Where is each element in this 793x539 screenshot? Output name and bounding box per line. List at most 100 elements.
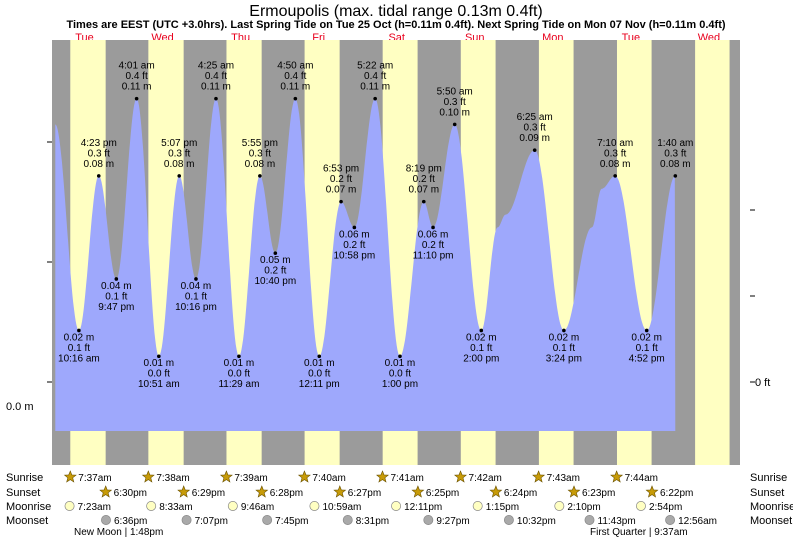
low-tide-label: 0.0 ft (308, 369, 330, 380)
high-tide-label: 0.3 ft (664, 148, 686, 159)
sunrise-sun-icon (610, 470, 624, 483)
high-tide-label: 0.4 ft (205, 71, 227, 82)
moonset-moon-icon (262, 515, 273, 525)
moonset-time: 7:45pm (275, 516, 308, 527)
sunset-time: 6:28pm (270, 488, 303, 499)
sunset-sun-icon (645, 485, 659, 498)
low-tide-label: 1:00 pm (382, 379, 418, 390)
chart-title: Ermoupolis (max. tidal range 0.13m 0.4ft… (249, 3, 542, 20)
low-tide-label: 0.01 m (304, 358, 335, 369)
high-tide-label: 5:50 am (437, 86, 473, 97)
low-tide-point (157, 354, 161, 359)
moonrise-moon-icon (309, 501, 320, 511)
high-tide-point (214, 96, 218, 101)
moonset-time: 7:07pm (195, 516, 228, 527)
high-tide-label: 0.10 m (439, 107, 470, 118)
low-tide-point (431, 225, 435, 230)
moonrise-moon-icon (554, 501, 565, 511)
moonset-moon-icon (665, 515, 676, 525)
low-tide-point (644, 328, 649, 333)
high-tide-label: 0.08 m (245, 159, 276, 170)
high-tide-label: 6:25 am (517, 112, 553, 123)
row-label-left-moonrise: Moonrise (6, 501, 51, 513)
high-tide-label: 1:40 am (657, 138, 693, 149)
low-tide-label: 0.1 ft (470, 343, 492, 354)
high-tide-point (177, 174, 182, 178)
high-tide-label: 0.07 m (408, 185, 439, 196)
sunset-time: 6:25pm (426, 488, 459, 499)
high-tide-label: 0.2 ft (413, 174, 435, 185)
low-tide-point (562, 328, 566, 333)
low-tide-label: 0.01 m (144, 358, 175, 369)
high-tide-point (373, 96, 377, 101)
sunset-time: 6:22pm (660, 488, 693, 499)
row-label-left-sunset: Sunset (6, 487, 40, 499)
moonset-moon-icon (503, 515, 514, 525)
high-tide-label: 0.3 ft (249, 148, 271, 159)
sunrise-sun-icon (219, 470, 233, 483)
sunset-time: 6:27pm (348, 488, 381, 499)
moonrise-moon-icon (636, 501, 646, 511)
high-tide-label: 7:10 am (597, 138, 633, 149)
low-tide-label: 0.0 ft (228, 369, 250, 380)
high-tide-label: 0.3 ft (604, 148, 626, 159)
sunrise-sun-icon (141, 470, 155, 483)
low-tide-point (194, 277, 198, 281)
moonset-time: 11:43pm (598, 516, 636, 527)
high-tide-point (673, 174, 678, 178)
moonrise-time: 2:10pm (567, 502, 600, 513)
high-tide-label: 0.3 ft (168, 148, 190, 159)
low-tide-label: 0.02 m (466, 332, 497, 343)
high-tide-point (339, 199, 343, 204)
low-tide-label: 0.06 m (418, 229, 449, 240)
low-tide-label: 3:24 pm (546, 353, 582, 364)
high-tide-label: 0.08 m (83, 159, 114, 170)
low-tide-point (114, 277, 119, 281)
low-tide-point (479, 328, 484, 333)
sunrise-time: 7:40am (312, 473, 345, 484)
low-tide-label: 0.2 ft (422, 240, 444, 251)
low-tide-point (317, 354, 322, 359)
low-tide-label: 0.0 ft (389, 369, 411, 380)
row-label-right-moonset: Moonset (750, 515, 792, 527)
low-tide-label: 10:40 pm (254, 276, 296, 287)
low-tide-label: 10:16 am (58, 353, 100, 364)
moonrise-moon-icon (146, 501, 157, 511)
low-tide-label: 9:47 pm (98, 302, 134, 313)
left-axis-label: 0.0 m (6, 401, 34, 413)
moonset-time: 10:32pm (517, 516, 556, 527)
high-tide-label: 0.08 m (164, 159, 195, 170)
moonrise-time: 9:46am (241, 502, 274, 513)
high-tide-label: 5:22 am (357, 61, 393, 72)
moon-phase-new: New Moon | 1:48pm (74, 527, 163, 538)
high-tide-label: 0.08 m (660, 159, 691, 170)
high-tide-label: 0.3 ft (88, 148, 110, 159)
low-tide-label: 0.1 ft (105, 291, 127, 302)
low-tide-label: 0.1 ft (185, 291, 207, 302)
sunset-sun-icon (567, 485, 581, 498)
row-label-right-sunset: Sunset (750, 487, 784, 499)
low-tide-label: 10:16 pm (175, 302, 217, 313)
moonset-moon-icon (342, 515, 353, 525)
moonrise-moon-icon (227, 501, 238, 511)
moonset-moon-icon (423, 515, 434, 525)
tide-curve (55, 98, 676, 431)
sunrise-sun-icon (454, 470, 467, 483)
moonset-time: 8:31pm (356, 516, 389, 527)
moonrise-moon-icon (64, 501, 75, 511)
high-tide-label: 0.4 ft (284, 71, 306, 82)
low-tide-point (237, 354, 241, 359)
day-band (695, 40, 730, 465)
axes: 0.0 m 0 ft (6, 141, 770, 413)
row-label-right-moonrise: Moonrise (750, 501, 793, 513)
low-tide-label: 0.1 ft (68, 343, 90, 354)
high-tide-label: 4:01 am (119, 61, 155, 72)
sunset-time: 6:30pm (114, 488, 147, 499)
high-tide-point (532, 148, 537, 152)
low-tide-label: 0.05 m (260, 255, 291, 266)
sunset-sun-icon (255, 485, 269, 498)
high-tide-label: 0.2 ft (330, 174, 352, 185)
sunrise-time: 7:43am (547, 473, 580, 484)
